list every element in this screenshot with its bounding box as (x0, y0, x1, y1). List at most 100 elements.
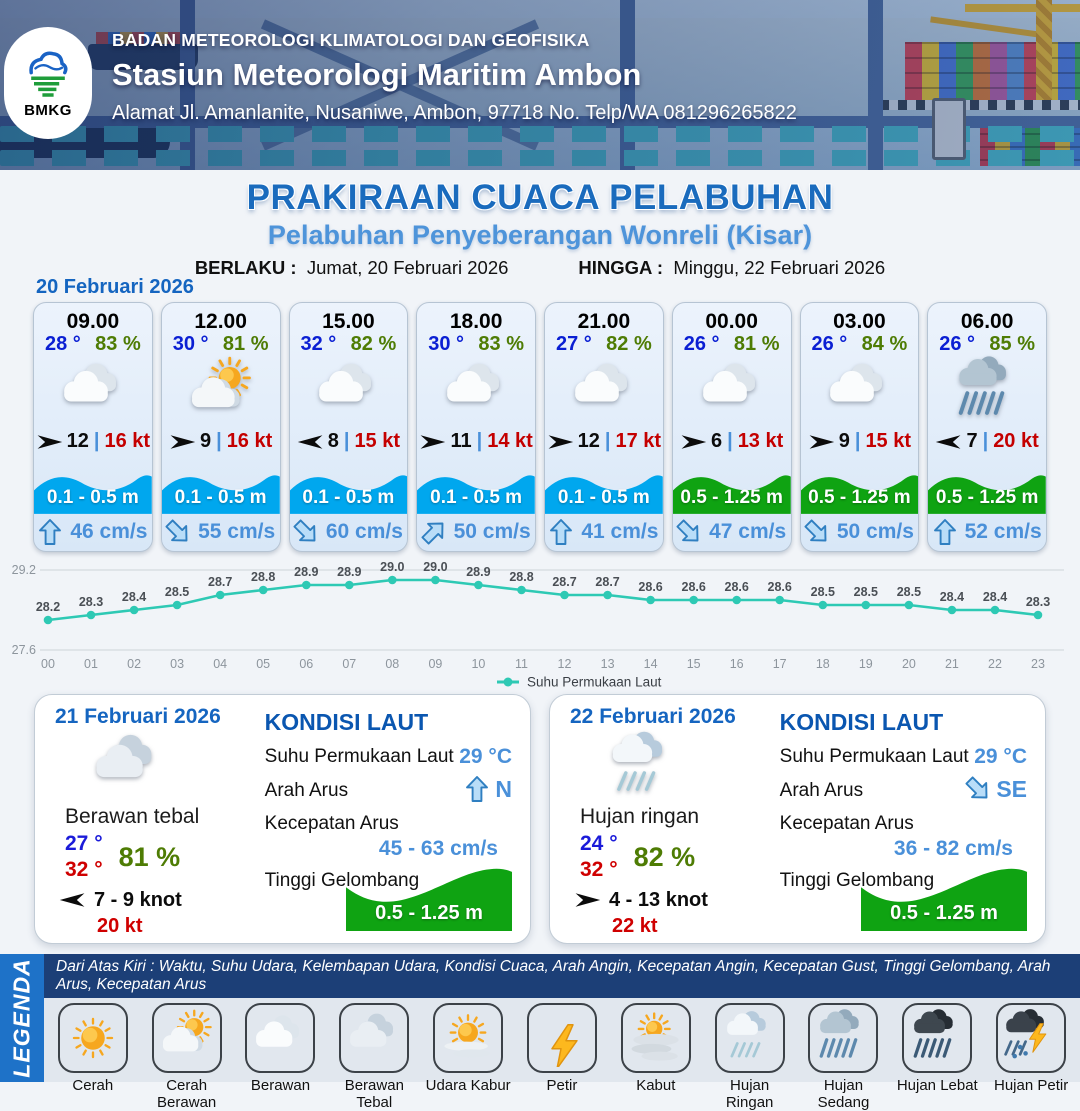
wind-direction-icon (297, 433, 324, 451)
temperature: 26 ° (939, 333, 976, 355)
svg-text:28.8: 28.8 (251, 570, 275, 584)
temperature: 32 ° (300, 333, 337, 355)
svg-text:10: 10 (471, 657, 485, 671)
sst-chart: 29.2 27.6 28.2 00 28.3 01 28.4 02 28.5 03 28.7 04 28… (0, 554, 1080, 690)
current-direction-icon (673, 513, 708, 551)
current-direction-icon (465, 774, 489, 804)
humidity: 82 % (350, 333, 397, 355)
temp-min: 27 ° (65, 832, 103, 855)
hujan-lebat-icon (902, 1003, 973, 1073)
time-label: 09.00 (66, 310, 120, 333)
humidity: 83 % (95, 333, 141, 355)
current-speed-value: 36 - 82 cm/s (893, 837, 1013, 860)
legend-item: Hujan Sedang (798, 1003, 888, 1111)
forecast-card: 12.00 30 ° 81 % 9 | 16 kt 0.1 - 0.5 m 55 cm… (160, 302, 281, 552)
weather-icon (673, 356, 791, 427)
svg-text:03: 03 (170, 657, 184, 671)
separator: | (216, 430, 222, 453)
separator: | (93, 430, 100, 453)
forecast-card: 03.00 26 ° 84 % 9 | 15 kt 0.5 - 1.25 m 50 c… (799, 302, 920, 552)
svg-text:13: 13 (601, 657, 615, 671)
sst-label: Suhu Permukaan Laut (779, 746, 969, 767)
legend-title: LEGENDA (8, 958, 35, 1078)
wind-direction-icon (935, 433, 962, 451)
weather-icon (801, 356, 919, 427)
forecast-card: 06.00 26 ° 85 % 7 | 20 kt 0.5 - 1.25 m 52 c… (927, 302, 1047, 552)
daily-card: 21 Februari 2026 Berawan tebal 27 ° 32 °… (34, 694, 531, 944)
wave-band: 0.5 - 1.25 m (800, 459, 919, 514)
forecast-card: 15.00 32 ° 82 % 8 | 15 kt 0.1 - 0.5 m 60 cm… (288, 302, 409, 552)
svg-text:28.6: 28.6 (725, 580, 749, 594)
legend-item: Hujan Petir (986, 1003, 1076, 1094)
wave-height: 0.5 - 1.25 m (680, 486, 783, 508)
wind-direction-icon (808, 433, 835, 451)
current-speed: 41 cm/s (581, 520, 659, 544)
time-label: 03.00 (833, 310, 886, 333)
legend-item: Berawan (235, 1003, 325, 1094)
svg-text:21: 21 (945, 657, 959, 671)
weather-icon (545, 356, 663, 427)
current-direction-icon (38, 517, 62, 547)
current-direction-icon (800, 513, 835, 551)
svg-text:Suhu Permukaan Laut: Suhu Permukaan Laut (527, 675, 662, 690)
wave-height: 0.5 - 1.25 m (935, 486, 1039, 508)
humidity: 85 % (989, 333, 1035, 355)
sst-value: 29 °C (974, 745, 1027, 768)
svg-text:08: 08 (385, 657, 399, 671)
legend-item: Hujan Lebat (892, 1003, 982, 1094)
current-direction-icon (959, 770, 997, 808)
wave-height: 0.1 - 0.5 m (430, 486, 523, 508)
svg-text:17: 17 (773, 657, 787, 671)
humidity: 81 % (222, 333, 269, 355)
current-direction-icon (933, 517, 957, 547)
svg-text:28.6: 28.6 (638, 580, 662, 594)
gust-speed: 17 kt (615, 430, 662, 453)
svg-text:20: 20 (902, 657, 916, 671)
svg-text:29.0: 29.0 (423, 560, 447, 574)
wind-direction-icon (680, 433, 707, 451)
wave-band: 0.1 - 0.5 m (289, 459, 408, 514)
bmkg-logo-text: BMKG (24, 101, 72, 119)
svg-text:28.9: 28.9 (337, 565, 361, 579)
legend-item: Cerah (48, 1003, 138, 1094)
station-name: Stasiun Meteorologi Maritim Ambon (112, 57, 642, 92)
current-speed-value: 45 - 63 cm/s (378, 837, 498, 860)
wave-height: 0.1 - 0.5 m (557, 486, 650, 508)
current-speed: 50 cm/s (453, 520, 531, 544)
current-direction-value: N (495, 775, 512, 802)
wind-speed: 12 (66, 430, 89, 453)
current-direction-icon (162, 513, 197, 551)
svg-text:28.6: 28.6 (768, 580, 792, 594)
gust-speed: 15 kt (354, 430, 401, 453)
svg-text:22: 22 (988, 657, 1002, 671)
wind-speed: 6 (710, 430, 723, 453)
current-speed: 60 cm/s (325, 520, 403, 544)
legend-item: Berawan Tebal (329, 1003, 419, 1111)
petir-icon (526, 1003, 597, 1073)
header-banner: BMKG BADAN METEOROLOGI KLIMATOLOGI DAN G… (0, 0, 1080, 170)
wind-direction-icon (59, 891, 86, 909)
humidity: 81 % (118, 841, 181, 872)
current-speed: 47 cm/s (709, 520, 787, 544)
time-label: 12.00 (194, 310, 247, 333)
condition-label: Hujan ringan (580, 805, 700, 828)
svg-text:28.5: 28.5 (165, 585, 189, 599)
time-label: 21.00 (577, 310, 631, 333)
wind-speed: 9 (838, 430, 850, 453)
separator: | (476, 430, 483, 453)
svg-text:28.7: 28.7 (595, 575, 619, 589)
weather-icon (417, 356, 535, 427)
title-section: PRAKIRAAN CUACA PELABUHAN Pelabuhan Peny… (0, 170, 1080, 278)
wave-band: 0.5 - 1.25 m (928, 459, 1046, 514)
legend-note: Dari Atas Kiri : Waktu, Suhu Udara, Kele… (44, 954, 1080, 998)
svg-text:28.6: 28.6 (682, 580, 706, 594)
sst-label: Suhu Permukaan Laut (264, 746, 454, 767)
header-overlay (0, 0, 1080, 170)
weather-icon (34, 356, 152, 427)
svg-text:28.9: 28.9 (294, 565, 318, 579)
svg-text:16: 16 (730, 657, 744, 671)
wind-speed: 9 (199, 430, 212, 453)
hujan-ringan-icon (714, 1003, 785, 1073)
svg-text:29.2: 29.2 (12, 563, 36, 577)
wind-direction-icon (574, 891, 601, 909)
